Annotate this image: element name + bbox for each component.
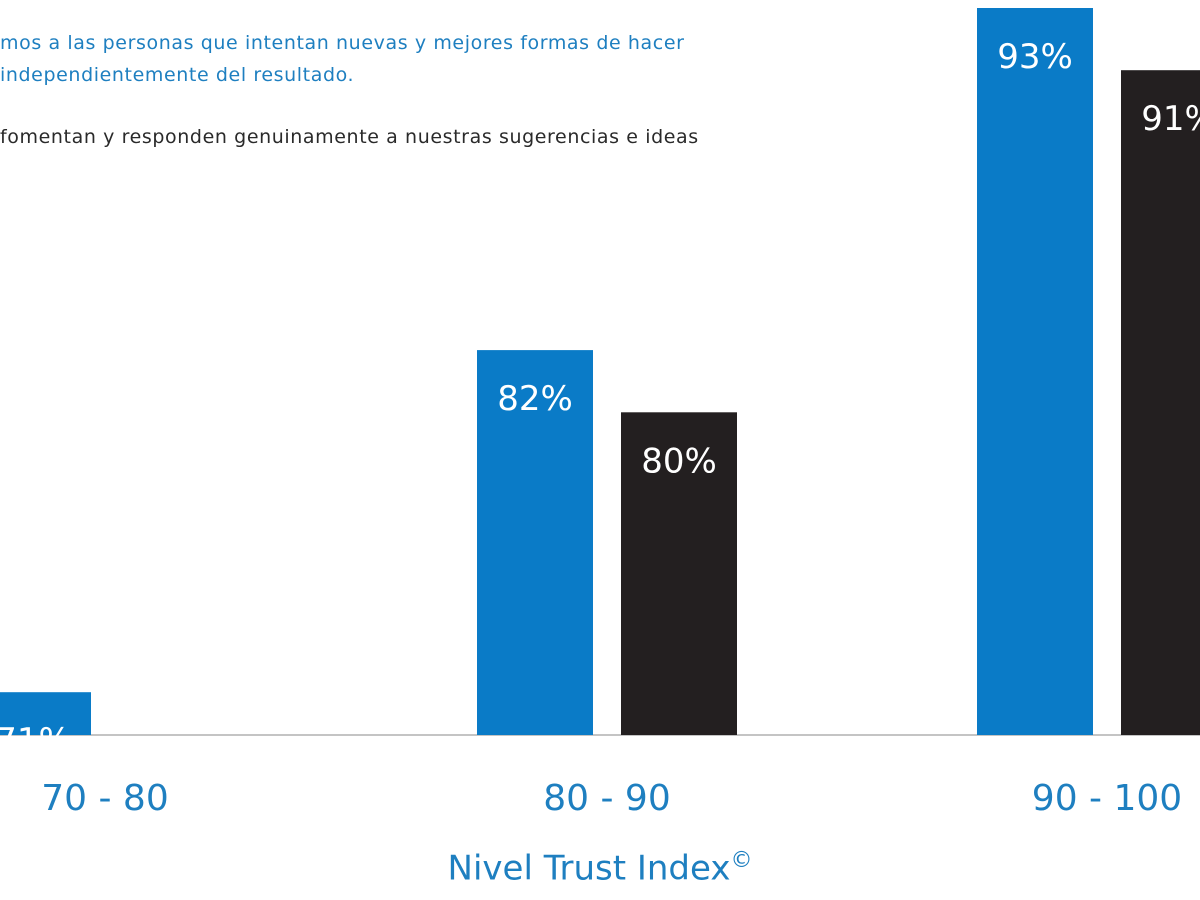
copyright-mark: © [730,848,753,873]
bar-blue-70-80 [0,692,91,735]
bar-blue-90-100 [977,8,1093,735]
x-tick-label: 70 - 80 [41,778,169,819]
bar-value-label: 71% [0,721,71,761]
bar-value-label: 69% [139,783,215,823]
legend-blue-text-line-1: mos a las personas que intentan nuevas y… [0,32,685,54]
x-tick-label: 90 - 100 [1032,778,1182,819]
bar-blue-80-90 [477,350,593,735]
bar-value-label: 93% [997,37,1073,77]
bar-value-label: 91% [1141,99,1200,139]
x-axis-title: Nivel Trust Index© [0,848,1200,888]
bar-black-90-100 [1121,70,1200,735]
x-axis-title-text: Nivel Trust Index [447,848,731,889]
legend-black-text: fomentan y responden genuinamente a nues… [0,126,699,148]
bar-value-label: 80% [641,441,717,481]
x-tick-label: 80 - 90 [543,778,671,819]
bar-black-80-90 [621,412,737,735]
bar-value-label: 82% [497,379,573,419]
legend-blue-text-line-2: independientemente del resultado. [0,64,355,86]
